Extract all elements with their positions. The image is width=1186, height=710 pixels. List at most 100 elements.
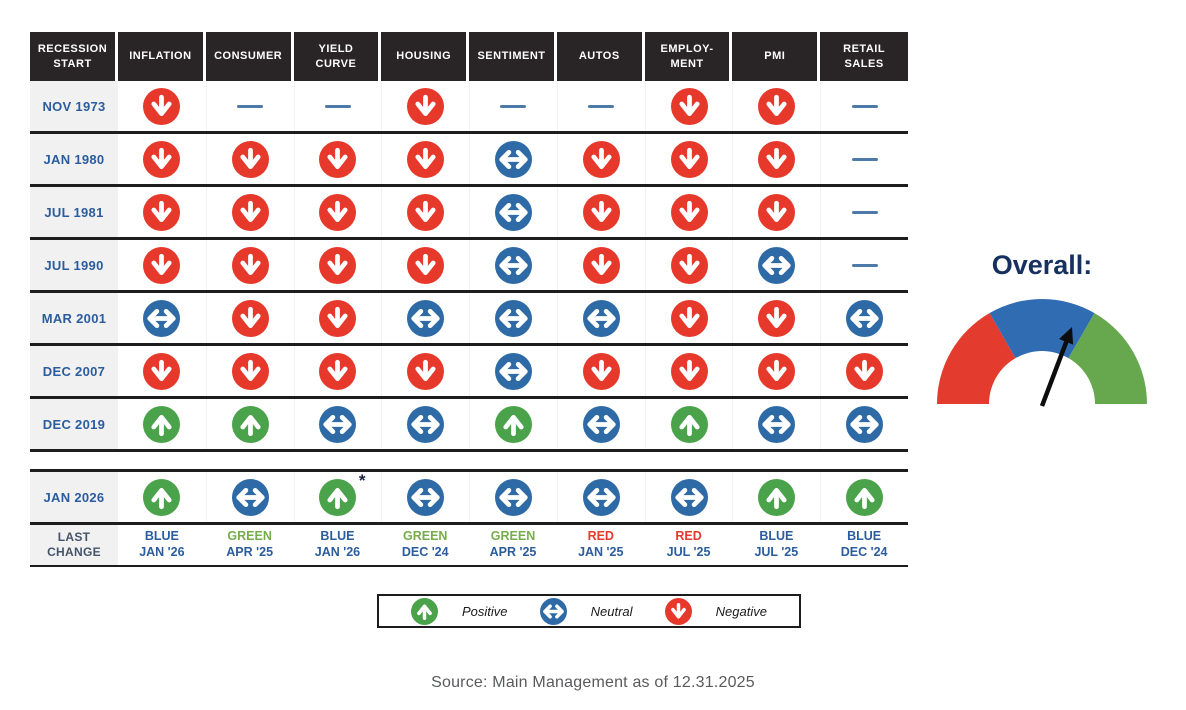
indicator-cell-neutral	[118, 293, 206, 343]
last-change-cell: BLUE JAN '26	[294, 525, 382, 565]
indicator-cell-neutral	[469, 346, 557, 396]
indicator-cell-negative	[205, 187, 294, 237]
negative-icon	[670, 87, 708, 125]
indicator-cell-none	[469, 81, 557, 131]
last-change-status: BLUE	[759, 529, 794, 544]
negative-icon	[582, 352, 620, 390]
indicator-cell-neutral	[381, 293, 469, 343]
no-data-dash-icon	[851, 210, 878, 214]
legend-item-positive: Positive	[411, 597, 508, 625]
indicator-cell-negative	[293, 187, 382, 237]
table-block-gap	[30, 452, 908, 469]
legend-label: Positive	[462, 603, 508, 619]
current-row-jan-2026: JAN 2026 *	[30, 472, 908, 525]
last-change-date: APR '25	[489, 545, 537, 559]
last-change-status: BLUE	[320, 529, 355, 544]
neutral-icon	[758, 405, 796, 443]
neutral-icon	[407, 405, 445, 443]
row-label: NOV 1973	[30, 81, 118, 131]
indicator-cell-positive	[732, 472, 820, 522]
positive-icon	[143, 405, 181, 443]
negative-icon	[846, 352, 884, 390]
neutral-icon	[539, 597, 567, 625]
indicator-cell-positive	[820, 472, 908, 522]
negative-icon	[319, 246, 357, 284]
negative-icon	[670, 140, 708, 178]
last-change-status: BLUE	[144, 529, 179, 544]
negative-icon	[670, 246, 708, 284]
indicator-cell-negative	[205, 293, 294, 343]
negative-icon	[231, 140, 269, 178]
last-change-status: GREEN	[227, 529, 272, 544]
legend-item-neutral: Neutral	[539, 597, 633, 625]
no-data-dash-icon	[851, 104, 878, 108]
last-change-date: JAN '25	[578, 545, 624, 559]
negative-icon	[664, 597, 692, 625]
column-header-retail-sales: RETAIL SALES	[820, 32, 908, 81]
indicator-cell-negative	[732, 134, 820, 184]
neutral-icon	[231, 478, 269, 516]
negative-icon	[319, 299, 357, 337]
column-header-pmi: PMI	[732, 32, 821, 81]
current-status-block: JAN 2026 * LAST CHANGE BLUE JAN '26 GREEN APR …	[30, 469, 908, 567]
indicator-cell-neutral	[293, 399, 382, 449]
last-change-cell: RED JAN '25	[557, 525, 645, 565]
last-change-cell: GREEN APR '25	[206, 525, 294, 565]
last-change-date: JUL '25	[754, 545, 799, 559]
indicator-cell-negative	[118, 346, 206, 396]
last-change-cell: GREEN DEC '24	[381, 525, 469, 565]
indicator-cell-negative	[556, 134, 645, 184]
indicator-cell-negative	[381, 346, 469, 396]
history-row-jan-1980: JAN 1980	[30, 134, 908, 187]
indicator-cell-negative	[644, 346, 733, 396]
negative-icon	[231, 193, 269, 231]
indicator-cell-none	[556, 81, 645, 131]
negative-icon	[143, 352, 181, 390]
indicator-cell-negative	[556, 346, 645, 396]
negative-icon	[231, 299, 269, 337]
indicator-cell-neutral	[469, 134, 557, 184]
no-data-dash-icon	[851, 263, 878, 267]
neutral-icon	[319, 405, 357, 443]
column-header-autos: AUTOS	[556, 32, 645, 81]
indicator-cell-positive	[205, 399, 294, 449]
indicator-cell-negative	[118, 134, 206, 184]
negative-icon	[231, 246, 269, 284]
last-change-cell: RED JUL '25	[645, 525, 733, 565]
negative-icon	[582, 193, 620, 231]
negative-icon	[143, 87, 181, 125]
negative-icon	[758, 299, 796, 337]
indicator-cell-negative	[732, 293, 820, 343]
history-row-jul-1981: JUL 1981	[30, 187, 908, 240]
indicator-cell-negative	[644, 293, 733, 343]
indicator-cell-negative	[644, 240, 733, 290]
indicator-cell-negative	[732, 81, 820, 131]
indicator-cell-negative	[644, 187, 733, 237]
indicator-cell-negative	[293, 346, 382, 396]
indicator-cell-neutral	[556, 293, 645, 343]
negative-icon	[758, 87, 796, 125]
negative-icon	[758, 140, 796, 178]
positive-icon	[846, 478, 884, 516]
indicator-cell-none	[293, 81, 382, 131]
column-header-consumer: CONSUMER	[205, 32, 294, 81]
indicator-cell-positive	[118, 399, 206, 449]
source-text: Source: Main Management as of 12.31.2025	[431, 674, 755, 691]
row-label: DEC 2007	[30, 346, 118, 396]
indicator-cell-negative	[381, 134, 469, 184]
negative-icon	[407, 246, 445, 284]
legend-label: Neutral	[590, 603, 633, 619]
indicator-cell-positive	[118, 472, 206, 522]
negative-icon	[319, 140, 357, 178]
history-row-dec-2019: DEC 2019	[30, 399, 908, 452]
row-label: JUL 1990	[30, 240, 118, 290]
last-change-date: JAN '26	[139, 545, 185, 559]
neutral-icon	[494, 299, 532, 337]
positive-icon	[494, 405, 532, 443]
gauge-title: Overall:	[991, 250, 1093, 280]
indicator-cell-neutral	[820, 399, 908, 449]
neutral-icon	[407, 478, 445, 516]
indicator-cell-negative	[556, 187, 645, 237]
history-row-nov-1973: NOV 1973	[30, 81, 908, 134]
indicator-cell-negative	[118, 240, 206, 290]
